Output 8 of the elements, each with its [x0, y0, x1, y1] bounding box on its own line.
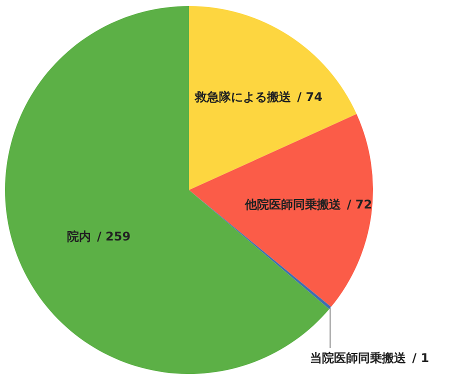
data-label: / 259 — [97, 229, 131, 244]
slice-label: 救急隊による搬送 — [194, 90, 292, 104]
slice-label: 他院医師同乗搬送 — [244, 197, 342, 212]
slice-label: 院内 — [67, 229, 91, 244]
data-label: / 72 — [346, 197, 372, 212]
slice-label: 当院医師同乗搬送 — [310, 351, 408, 365]
data-label: / 1 — [412, 351, 430, 365]
data-label: / 74 — [297, 90, 322, 104]
